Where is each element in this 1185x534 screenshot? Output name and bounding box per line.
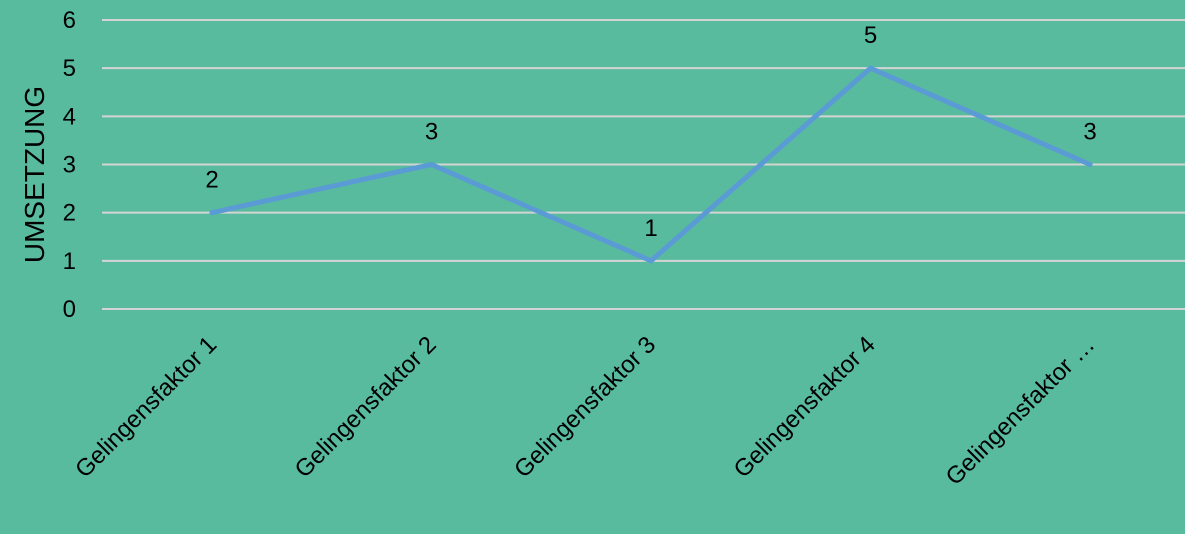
y-tick-label: 0 — [63, 296, 76, 323]
y-tick-label: 5 — [63, 55, 76, 82]
y-tick-label: 3 — [63, 152, 76, 179]
data-label: 5 — [864, 22, 877, 49]
gridlines — [102, 19, 1185, 310]
y-tick-label: 1 — [63, 248, 76, 275]
y-axis-title: UMSETZUNG — [19, 86, 50, 263]
data-point — [648, 258, 654, 264]
data-point — [1087, 162, 1093, 167]
data-label: 1 — [644, 215, 657, 242]
data-labels: 2 3 1 5 3 — [205, 22, 1096, 242]
data-point — [868, 65, 873, 71]
y-axis-ticks: 0 1 2 3 4 5 6 — [63, 7, 76, 323]
data-point — [429, 162, 434, 167]
y-tick-label: 6 — [63, 7, 76, 34]
y-tick-label: 2 — [63, 200, 76, 227]
data-point — [209, 210, 215, 216]
y-tick-label: 4 — [63, 103, 76, 130]
data-label: 3 — [425, 119, 438, 146]
data-label: 3 — [1083, 119, 1096, 146]
data-label: 2 — [205, 167, 218, 194]
data-points — [209, 65, 1093, 264]
